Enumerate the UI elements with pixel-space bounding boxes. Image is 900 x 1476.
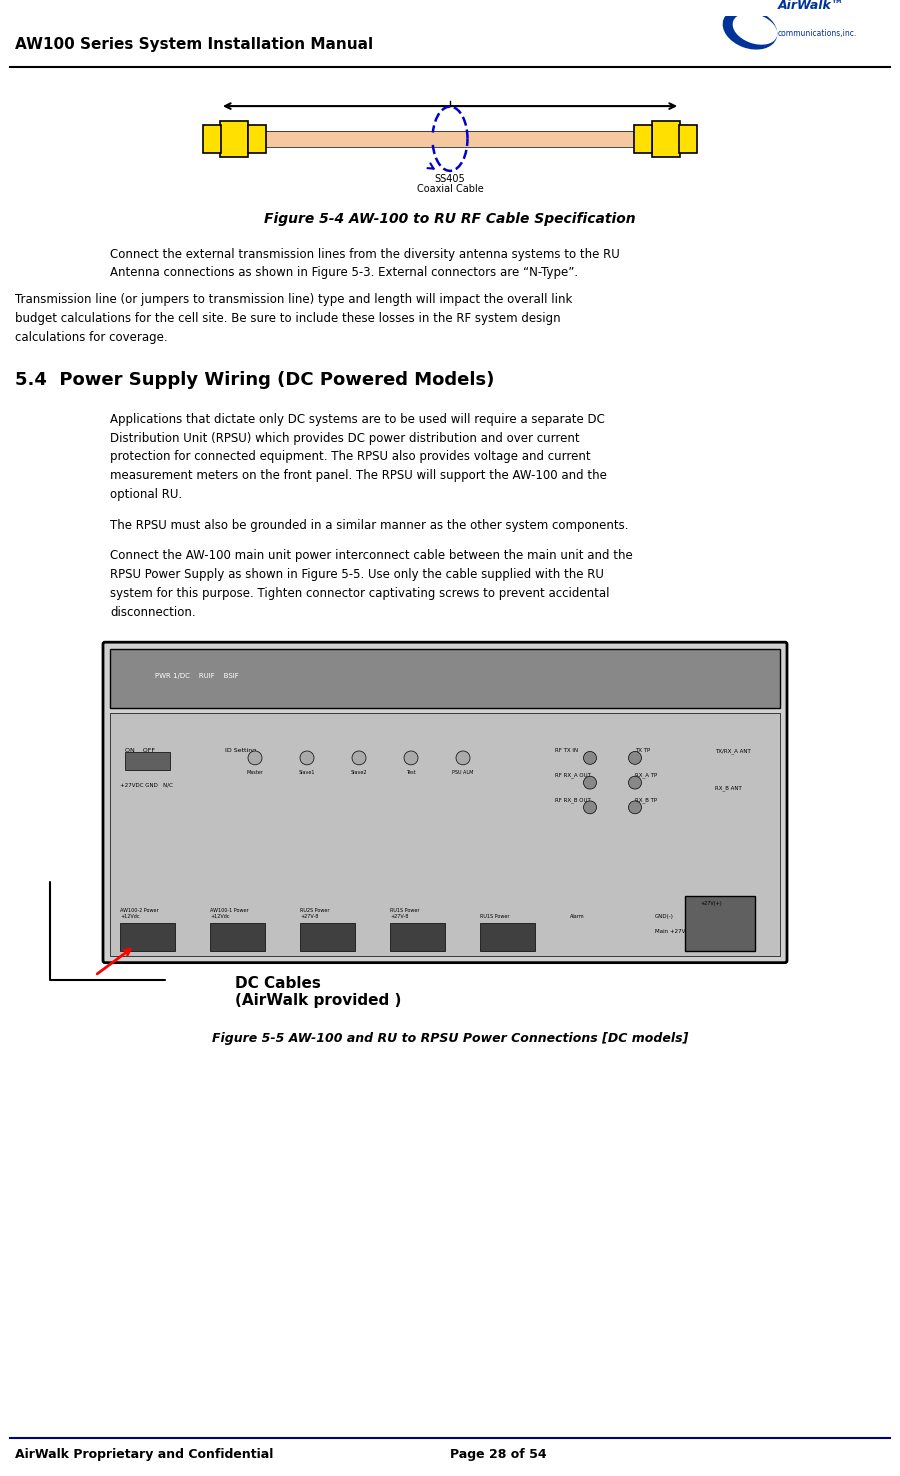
Text: 5.4  Power Supply Wiring (DC Powered Models): 5.4 Power Supply Wiring (DC Powered Mode… (15, 370, 494, 390)
Text: RX_A TP: RX_A TP (635, 773, 657, 778)
Text: optional RU.: optional RU. (110, 489, 182, 500)
Text: Alarm: Alarm (570, 914, 585, 920)
Circle shape (352, 751, 366, 765)
Text: AW100-1 Power
+12Vdc: AW100-1 Power +12Vdc (210, 908, 248, 920)
Text: system for this purpose. Tighten connector captivating screws to prevent acciden: system for this purpose. Tighten connect… (110, 587, 609, 599)
Text: AirWalk™: AirWalk™ (778, 0, 844, 12)
Text: DC Cables
(AirWalk provided ): DC Cables (AirWalk provided ) (235, 976, 401, 1008)
Bar (110, 713, 780, 956)
Text: RU2S Power
+27V-8: RU2S Power +27V-8 (300, 908, 329, 920)
Text: disconnection.: disconnection. (110, 605, 195, 618)
Bar (480, 922, 535, 951)
Text: RF RX_A OUT: RF RX_A OUT (555, 773, 591, 778)
Text: AW100 Series System Installation Manual: AW100 Series System Installation Manual (15, 37, 374, 52)
FancyBboxPatch shape (103, 642, 787, 962)
Text: Coaxial Cable: Coaxial Cable (417, 184, 483, 195)
Text: Page 28 of 54: Page 28 of 54 (450, 1448, 546, 1461)
Text: AW100-2 Power
+12Vdc: AW100-2 Power +12Vdc (120, 908, 158, 920)
Text: budget calculations for the cell site. Be sure to include these losses in the RF: budget calculations for the cell site. B… (15, 311, 561, 325)
Text: ID Setting: ID Setting (225, 748, 256, 753)
Text: Distribution Unit (RPSU) which provides DC power distribution and over current: Distribution Unit (RPSU) which provides … (110, 431, 580, 444)
Bar (120, 922, 175, 951)
Text: Slave2: Slave2 (351, 770, 367, 775)
Ellipse shape (734, 13, 777, 44)
Text: RF TX IN: RF TX IN (555, 748, 578, 753)
Bar (390, 922, 445, 951)
Text: AirWalk Proprietary and Confidential: AirWalk Proprietary and Confidential (15, 1448, 274, 1461)
Ellipse shape (724, 9, 777, 49)
Circle shape (583, 751, 597, 765)
Text: PSU ALM: PSU ALM (453, 770, 473, 775)
Text: RU1S Power
+27V-8: RU1S Power +27V-8 (390, 908, 419, 920)
Text: communications,inc.: communications,inc. (778, 30, 857, 38)
Text: TX TP: TX TP (635, 748, 650, 753)
Bar (685, 896, 755, 951)
Bar (203, 125, 221, 152)
Text: +27VDC GND   N/C: +27VDC GND N/C (120, 782, 173, 788)
Text: Connect the AW-100 main unit power interconnect cable between the main unit and : Connect the AW-100 main unit power inter… (110, 549, 633, 562)
FancyBboxPatch shape (255, 131, 645, 146)
Bar (652, 121, 680, 156)
Text: protection for connected equipment. The RPSU also provides voltage and current: protection for connected equipment. The … (110, 450, 590, 463)
Circle shape (404, 751, 418, 765)
Bar (110, 649, 780, 708)
Circle shape (300, 751, 314, 765)
Text: RX_B TP: RX_B TP (635, 797, 657, 803)
Text: Figure 5-5 AW-100 and RU to RPSU Power Connections [DC models]: Figure 5-5 AW-100 and RU to RPSU Power C… (212, 1032, 688, 1045)
Text: Applications that dictate only DC systems are to be used will require a separate: Applications that dictate only DC system… (110, 413, 605, 425)
Text: Master: Master (247, 770, 264, 775)
Circle shape (628, 751, 642, 765)
Bar (220, 121, 248, 156)
Text: Connect the external transmission lines from the diversity antenna systems to th: Connect the external transmission lines … (110, 248, 620, 261)
Text: PWR 1/DC    RUIF    BSIF: PWR 1/DC RUIF BSIF (155, 673, 238, 679)
Bar (125, 751, 170, 770)
Text: RF RX_B OUT: RF RX_B OUT (555, 797, 590, 803)
Circle shape (628, 801, 642, 813)
Bar (300, 922, 355, 951)
Text: RX_B ANT: RX_B ANT (715, 785, 742, 791)
Text: calculations for coverage.: calculations for coverage. (15, 331, 167, 344)
Text: GND(-): GND(-) (655, 914, 674, 920)
Text: The RPSU must also be grounded in a similar manner as the other system component: The RPSU must also be grounded in a simi… (110, 518, 628, 531)
Bar (248, 125, 266, 152)
Circle shape (248, 751, 262, 765)
Text: Test: Test (406, 770, 416, 775)
Bar (679, 125, 697, 152)
Text: measurement meters on the front panel. The RPSU will support the AW-100 and the: measurement meters on the front panel. T… (110, 469, 607, 483)
Circle shape (456, 751, 470, 765)
Bar (634, 125, 652, 152)
Text: Main +27Vdc IN: Main +27Vdc IN (655, 928, 699, 934)
Text: RPSU Power Supply as shown in Figure 5-5. Use only the cable supplied with the R: RPSU Power Supply as shown in Figure 5-5… (110, 568, 604, 582)
Text: +27V(+): +27V(+) (700, 902, 722, 906)
Text: SS405: SS405 (435, 174, 465, 184)
Text: Transmission line (or jumpers to transmission line) type and length will impact : Transmission line (or jumpers to transmi… (15, 294, 572, 306)
Text: TX/RX_A ANT: TX/RX_A ANT (715, 748, 751, 754)
Circle shape (583, 776, 597, 790)
Text: Figure 5-4 AW-100 to RU RF Cable Specification: Figure 5-4 AW-100 to RU RF Cable Specifi… (265, 213, 635, 226)
Circle shape (583, 801, 597, 813)
Text: Slave1: Slave1 (299, 770, 315, 775)
Text: ON    OFF: ON OFF (125, 748, 155, 753)
Circle shape (628, 776, 642, 790)
Bar (210, 922, 265, 951)
Text: RU1S Power: RU1S Power (480, 914, 509, 920)
Text: Antenna connections as shown in Figure 5-3. External connectors are “N-Type”.: Antenna connections as shown in Figure 5… (110, 266, 578, 279)
